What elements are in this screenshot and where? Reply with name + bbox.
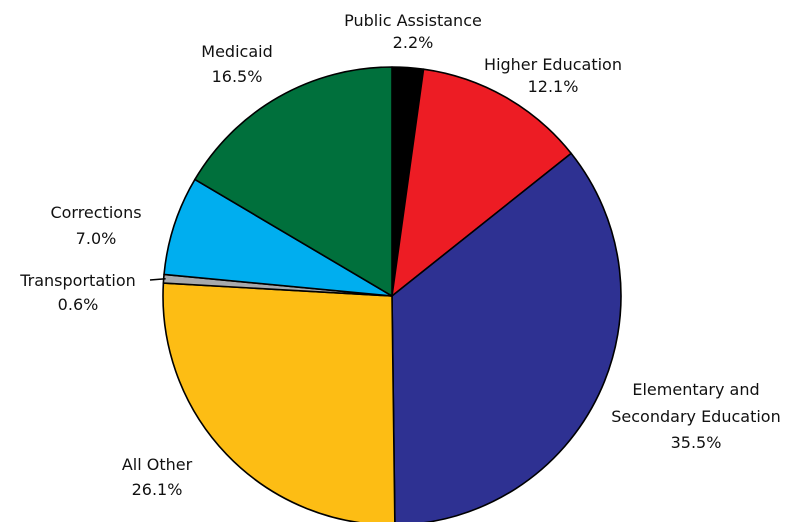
label-medicaid-name: Medicaid [201,42,272,61]
leader-lines [149,278,166,281]
label-corrections-value: 7.0% [76,229,117,248]
pie-slices [162,66,622,522]
label-medicaid-value: 16.5% [212,67,263,86]
label-public-assistance-name: Public Assistance [344,11,482,30]
leader-line-transportation [149,278,166,281]
pie-slice-higher-education [391,68,572,297]
label-elementary-secondary-value: 35.5% [671,433,722,452]
label-elementary-secondary-name-line1: Elementary and [632,380,759,399]
pie-slice-elementary-and-secondary-education [391,152,622,522]
label-all-other-name: All Other [122,455,193,474]
pie-slice-medicaid [194,66,393,297]
label-public-assistance-value: 2.2% [393,33,434,52]
label-higher-education-name: Higher Education [484,55,622,74]
label-all-other-value: 26.1% [132,480,183,499]
label-corrections-name: Corrections [50,203,141,222]
label-transportation-value: 0.6% [58,295,99,314]
pie-slice-all-other [162,282,396,522]
label-higher-education-value: 12.1% [528,77,579,96]
label-elementary-secondary-name-line2: Secondary Education [611,407,780,426]
label-transportation-name: Transportation [19,271,136,290]
